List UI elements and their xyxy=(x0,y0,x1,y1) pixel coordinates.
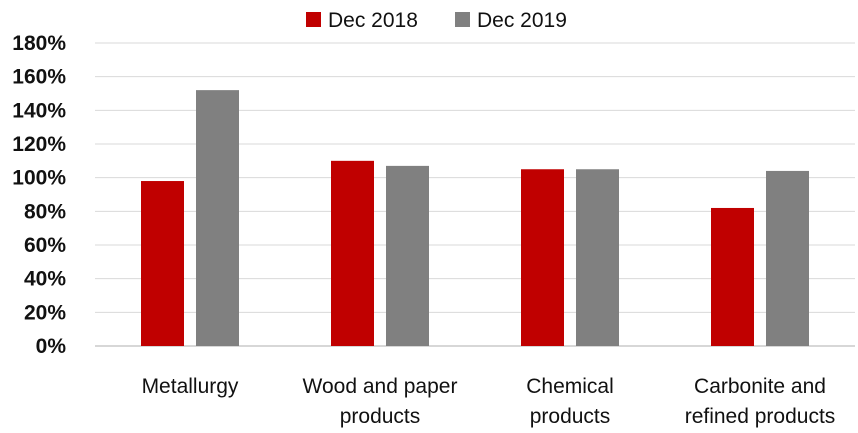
bar-dec-2019 xyxy=(386,165,429,346)
y-tick-label: 160% xyxy=(12,66,66,89)
x-category-label: Metallurgy xyxy=(142,375,239,398)
bar-dec-2019 xyxy=(576,169,619,346)
y-tick-label: 20% xyxy=(24,301,66,324)
x-category-label: Carbonite and xyxy=(694,375,826,398)
legend-label: Dec 2019 xyxy=(477,9,567,32)
y-tick-label: 80% xyxy=(24,200,66,223)
x-axis: Metallurgy Wood and paper products Chemical… xyxy=(142,375,836,428)
x-category-label: refined products xyxy=(685,405,836,428)
bar-dec-2018 xyxy=(141,181,184,346)
y-tick-label: 60% xyxy=(24,234,66,257)
bar-dec-2018 xyxy=(711,207,754,346)
y-tick-label: 40% xyxy=(24,268,66,291)
x-category-label: products xyxy=(530,405,611,428)
bar-dec-2018 xyxy=(331,160,374,346)
legend-label: Dec 2018 xyxy=(328,9,418,32)
bar-dec-2018 xyxy=(521,169,564,346)
y-tick-label: 140% xyxy=(12,99,66,122)
y-tick-label: 120% xyxy=(12,133,66,156)
y-tick-label: 180% xyxy=(12,32,66,55)
x-category-label: Chemical xyxy=(526,375,614,398)
bars xyxy=(141,90,809,346)
x-category-label: Wood and paper xyxy=(303,375,458,398)
legend: Dec 2018 Dec 2019 xyxy=(306,9,567,32)
bar-dec-2019 xyxy=(766,170,809,346)
legend-swatch xyxy=(306,12,321,27)
y-tick-label: 0% xyxy=(36,335,67,358)
x-category-label: products xyxy=(340,405,421,428)
bar-dec-2019 xyxy=(196,90,239,346)
y-axis: 0% 20% 40% 60% 80% 100% 120% 140% 160% 180% xyxy=(12,32,66,358)
y-tick-label: 100% xyxy=(12,167,66,190)
legend-swatch xyxy=(455,12,470,27)
